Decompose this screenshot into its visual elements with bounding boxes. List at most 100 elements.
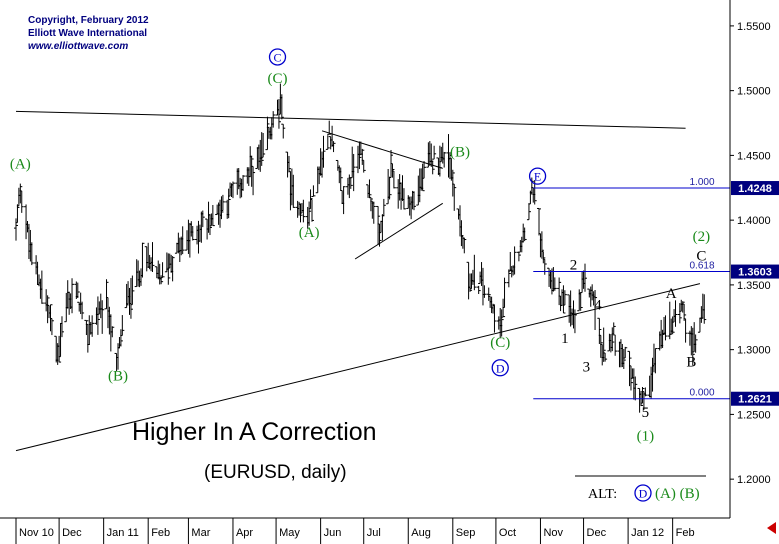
price-bar [450,169,455,197]
price-bar [59,316,64,338]
y-tick-label: 1.3500 [737,280,771,292]
price-bar [341,186,346,215]
price-bar [279,94,284,120]
wave-label: (A) [299,225,320,241]
price-bar [476,285,481,295]
price-bar [170,256,175,282]
price-bar [104,279,109,310]
price-bar [180,226,185,255]
price-bar [140,242,145,278]
circled-wave-labels: C E D [268,48,547,377]
fibonacci-levels: 1.000 1.4248 0.618 1.3603 0.000 1.2621 [533,177,779,406]
price-bar [249,156,254,187]
price-bar [331,141,336,153]
x-tick-label: Feb [676,527,695,539]
price-bar [307,201,312,226]
price-bar [45,295,50,324]
wave-label: 5 [642,405,650,421]
price-bar [84,319,89,336]
price-bar [673,300,678,327]
price-bar [582,263,587,292]
price-bar [522,227,527,242]
circled-label-letter: D [496,361,505,375]
x-tick-label: Dec [587,527,607,539]
price-bar [670,316,675,335]
price-bar [577,289,582,312]
price-bar [48,304,53,332]
wave-label: (1) [637,428,655,444]
price-bar [603,352,608,362]
alt-prefix: ALT: [588,487,617,502]
price-bar [291,174,296,208]
x-tick-label: Apr [236,527,253,539]
price-flag [731,264,779,279]
price-bar [200,210,205,228]
price-bar [621,348,626,369]
price-bar [190,225,195,241]
price-bar [391,170,396,189]
price-bar [506,269,511,288]
price-bar [430,160,435,175]
x-tick-label: Jan 11 [107,527,139,539]
price-bar [682,303,687,321]
price-bar [220,194,225,212]
price-bar [640,386,645,404]
wave-labels: (A) (B) (C) (A) (B) (C) 1 2 3 4 5 (1) A B C (2) [10,71,710,444]
x-tick-label: May [279,527,300,539]
price-bar [261,132,266,158]
trendline-2 [15,283,701,452]
y-tick-label: 1.2500 [737,409,771,421]
chart-title: Higher In A Correction [132,418,377,446]
price-bar [251,165,256,196]
price-bar [367,179,372,199]
wave-label: 1 [561,331,569,347]
price-bar [39,270,44,304]
price-bar [693,334,698,353]
price-bar [100,300,105,334]
price-bar [412,191,417,211]
price-flag [731,181,779,196]
wave-label: B [686,354,696,370]
price-bar [601,327,606,362]
price-bar [512,246,517,275]
y-tick-label: 1.2000 [737,474,771,486]
price-bar [361,159,366,173]
x-tick-label: Aug [411,527,431,539]
price-bar [377,223,382,247]
wave-label: C [696,248,706,264]
trendline-4 [354,202,444,260]
price-bar [338,167,343,191]
price-bar [14,218,18,241]
wave-label: (2) [693,229,711,245]
wave-label: A [666,286,677,302]
price-bar [459,220,464,247]
price-bar [482,285,487,298]
price-bar [526,203,531,221]
price-bar [325,135,330,150]
price-bar [110,326,115,338]
price-bar [265,116,270,151]
alt-count-legend: ALT: D (A) (B) [575,475,706,502]
fib-ratio-label: 0.618 [689,261,714,272]
price-flag [731,391,779,406]
website-link[interactable]: www.elliottwave.com [28,41,129,52]
price-bar [677,303,682,324]
x-tick-label: Nov [543,527,563,539]
price-bar [633,376,638,401]
y-tick-label: 1.5000 [737,86,771,98]
price-bar [422,161,427,179]
price-bar [562,290,567,306]
price-bar [241,175,246,191]
price-bar [627,350,632,387]
price-bar [18,183,23,204]
price-bar [486,287,491,301]
price-bars [14,83,707,413]
price-bar [70,278,75,314]
price-bar [130,275,135,306]
fib-ratio-label: 0.000 [689,388,714,399]
price-bar [552,277,557,291]
price-bar [57,335,62,363]
price-bar [160,262,165,279]
price-bar [442,151,447,168]
price-bar [643,387,648,397]
